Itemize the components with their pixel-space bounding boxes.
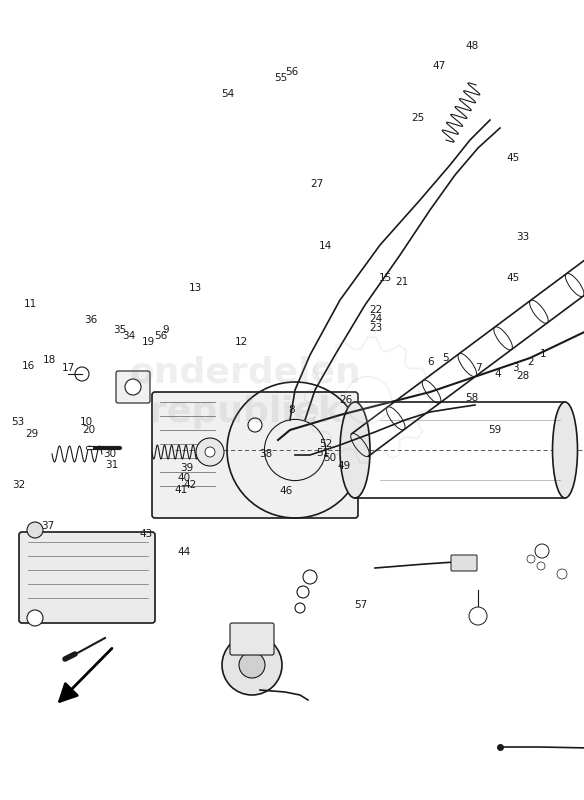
Text: 15: 15 — [379, 274, 392, 283]
Text: 54: 54 — [221, 90, 234, 99]
Circle shape — [27, 522, 43, 538]
Text: 41: 41 — [175, 485, 187, 494]
Text: 40: 40 — [178, 473, 190, 482]
Text: 57: 57 — [354, 600, 367, 610]
Text: onderdelen
republiek: onderdelen republiek — [130, 355, 361, 429]
Text: 29: 29 — [26, 430, 39, 439]
Text: 35: 35 — [113, 325, 126, 334]
Text: 50: 50 — [324, 454, 336, 463]
Text: 48: 48 — [465, 42, 478, 51]
Circle shape — [527, 555, 535, 563]
FancyBboxPatch shape — [451, 555, 477, 571]
Text: 30: 30 — [103, 450, 116, 459]
Text: 45: 45 — [506, 154, 519, 163]
Text: 22: 22 — [369, 306, 382, 315]
Text: 37: 37 — [41, 521, 54, 530]
FancyBboxPatch shape — [152, 392, 358, 518]
Text: 9: 9 — [162, 326, 169, 335]
Text: 7: 7 — [475, 363, 482, 373]
Text: 2: 2 — [527, 358, 534, 367]
Text: 8: 8 — [288, 405, 296, 414]
Ellipse shape — [552, 402, 578, 498]
Circle shape — [205, 447, 215, 457]
Circle shape — [303, 570, 317, 584]
Circle shape — [239, 652, 265, 678]
Text: 59: 59 — [489, 425, 502, 434]
Circle shape — [75, 367, 89, 381]
Text: 36: 36 — [84, 315, 97, 325]
Text: 43: 43 — [140, 530, 152, 539]
FancyBboxPatch shape — [116, 371, 150, 403]
Ellipse shape — [340, 402, 370, 498]
Text: 28: 28 — [516, 371, 529, 381]
Circle shape — [557, 569, 567, 579]
Text: 14: 14 — [319, 242, 332, 251]
Text: 47: 47 — [433, 62, 446, 71]
Text: 56: 56 — [154, 331, 167, 341]
Text: 26: 26 — [340, 395, 353, 405]
Text: 56: 56 — [286, 67, 298, 77]
Circle shape — [248, 418, 262, 432]
Text: 38: 38 — [259, 450, 272, 459]
Circle shape — [469, 607, 487, 625]
Circle shape — [535, 544, 549, 558]
Text: 55: 55 — [274, 73, 287, 82]
Text: 58: 58 — [465, 394, 478, 403]
Text: 45: 45 — [506, 274, 519, 283]
Text: 32: 32 — [12, 480, 25, 490]
Circle shape — [345, 377, 391, 423]
Text: 39: 39 — [180, 463, 193, 473]
Text: 20: 20 — [82, 426, 95, 435]
Text: 6: 6 — [427, 358, 434, 367]
Circle shape — [537, 562, 545, 570]
Text: 10: 10 — [80, 418, 93, 427]
Text: 53: 53 — [11, 418, 24, 427]
Text: 31: 31 — [106, 460, 119, 470]
Circle shape — [125, 379, 141, 395]
Circle shape — [222, 635, 282, 695]
Text: 1: 1 — [540, 349, 547, 358]
FancyBboxPatch shape — [230, 623, 274, 655]
Circle shape — [27, 610, 43, 626]
Circle shape — [295, 603, 305, 613]
Text: 25: 25 — [411, 114, 424, 123]
Text: 51: 51 — [317, 448, 329, 458]
Text: 12: 12 — [235, 338, 248, 347]
Text: 21: 21 — [395, 277, 408, 286]
Text: 33: 33 — [516, 232, 529, 242]
Text: 5: 5 — [442, 354, 449, 363]
Text: 52: 52 — [319, 439, 332, 449]
Text: 4: 4 — [495, 369, 502, 378]
Text: 3: 3 — [512, 363, 519, 373]
Text: 34: 34 — [122, 331, 135, 341]
Text: 44: 44 — [178, 547, 190, 557]
Text: 18: 18 — [43, 355, 56, 365]
Text: 17: 17 — [62, 363, 75, 373]
Text: 16: 16 — [22, 361, 34, 370]
Text: 11: 11 — [24, 299, 37, 309]
Circle shape — [196, 438, 224, 466]
Text: 24: 24 — [369, 314, 382, 324]
Text: 19: 19 — [142, 338, 155, 347]
Circle shape — [297, 586, 309, 598]
Text: 27: 27 — [311, 179, 324, 189]
Text: 46: 46 — [280, 486, 293, 496]
FancyBboxPatch shape — [19, 532, 155, 623]
Text: 23: 23 — [369, 323, 382, 333]
Text: 13: 13 — [189, 283, 202, 293]
Text: 42: 42 — [183, 480, 196, 490]
Text: 49: 49 — [338, 461, 351, 470]
